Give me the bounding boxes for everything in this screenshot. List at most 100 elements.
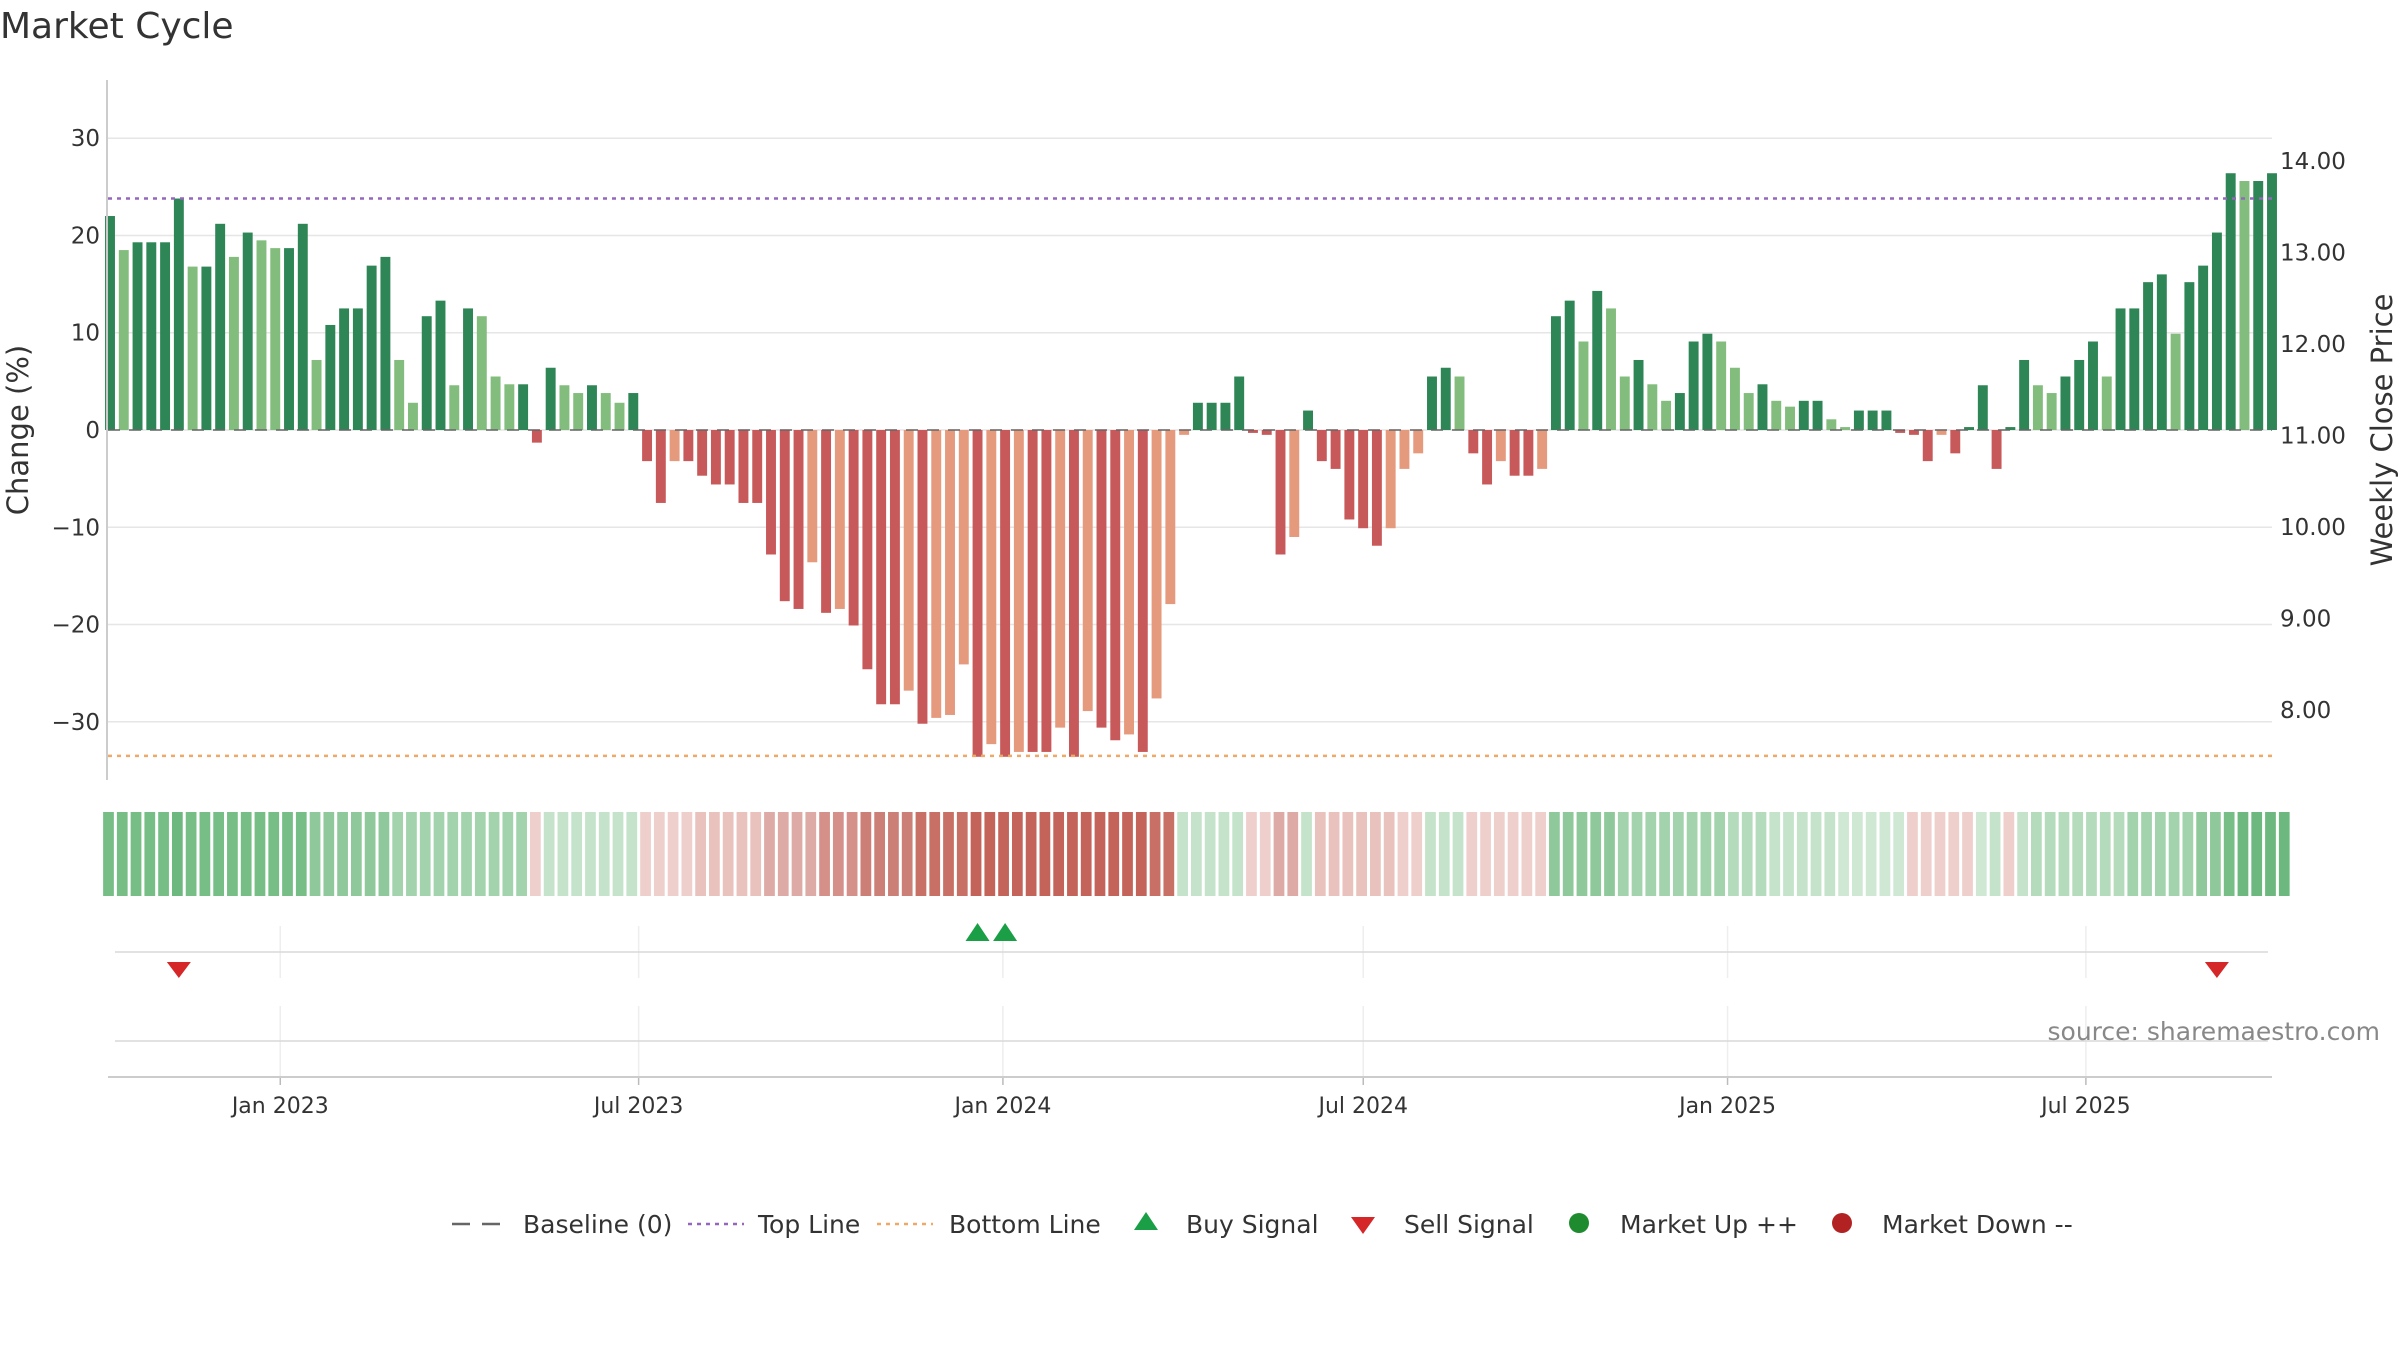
bar	[1358, 430, 1369, 529]
bar	[1289, 430, 1300, 537]
strip-cell	[1576, 812, 1588, 896]
strip-cell	[2017, 812, 2028, 896]
bar	[1716, 341, 1727, 430]
strip-cell	[2044, 812, 2056, 896]
bar	[1082, 430, 1093, 712]
strip-cell	[1493, 812, 1505, 896]
strip-cell	[970, 812, 982, 896]
strip-cell	[1287, 812, 1299, 896]
bar	[2129, 308, 2140, 430]
bar	[2253, 181, 2264, 430]
strip-cell	[1452, 812, 1464, 896]
bar	[352, 308, 363, 430]
y-tick-left: −20	[51, 613, 100, 639]
strip-cell	[2182, 812, 2194, 896]
strip-cell	[1810, 812, 1822, 896]
strip-cell	[474, 812, 486, 896]
bar	[1661, 400, 1672, 430]
strip-cell	[1907, 812, 1918, 896]
bar	[146, 242, 157, 430]
bar	[1068, 430, 1079, 757]
strip-cell	[350, 812, 362, 896]
bar	[1000, 430, 1011, 757]
legend-label: Bottom Line	[949, 1210, 1101, 1239]
strip-cell	[846, 812, 858, 896]
strip-cell	[171, 812, 183, 896]
bar	[931, 430, 942, 718]
y-tick-left: 10	[71, 321, 100, 347]
bar	[201, 266, 212, 430]
strip-cell	[1314, 812, 1326, 896]
bar	[1261, 430, 1272, 435]
strip-cell	[557, 812, 569, 896]
strip-cell	[1397, 812, 1409, 896]
bar	[339, 308, 350, 430]
strip-cell	[1824, 812, 1836, 896]
bar	[1578, 341, 1589, 430]
bar	[1840, 427, 1851, 430]
bar	[559, 385, 570, 430]
bar	[821, 430, 832, 613]
strip-cell	[1948, 812, 1960, 896]
bar	[1385, 430, 1396, 529]
strip-cell	[1080, 812, 1092, 896]
strip-cell	[199, 812, 211, 896]
bar	[1027, 430, 1038, 752]
bar	[683, 430, 694, 462]
strip-cell	[461, 812, 472, 896]
legend-swatch-sell	[1351, 1217, 1375, 1234]
strip-cell	[1135, 812, 1147, 896]
date-axis: Jan 2023 Jul 2023 Jan 2024 Jul 2024 Jan 2025…	[108, 1076, 2272, 1119]
strip-cell	[1466, 812, 1478, 896]
strip-cell	[268, 812, 280, 896]
legend-label: Top Line	[757, 1210, 860, 1239]
y-tick-right: 12.00	[2280, 332, 2346, 358]
strip-cell	[130, 812, 142, 896]
strip-cell	[1728, 812, 1739, 896]
bar	[1812, 400, 1823, 430]
strip-cell	[2210, 812, 2221, 896]
reference-lines	[108, 197, 2272, 758]
strip-cell	[254, 812, 266, 896]
date-tick-label: Jan 2024	[952, 1094, 1051, 1119]
bar	[738, 430, 749, 503]
strip-cell	[116, 812, 128, 896]
strip-cell	[750, 812, 762, 896]
bar	[2198, 265, 2209, 430]
bar	[1550, 316, 1561, 430]
bar	[1330, 430, 1341, 469]
strip-cell	[2058, 812, 2070, 896]
strip-cell	[1108, 812, 1120, 896]
strip-cell	[598, 812, 610, 896]
strip-cell	[2003, 812, 2015, 896]
signal-panel	[115, 923, 2268, 978]
strip-cell	[1163, 812, 1175, 896]
strip-cell	[1383, 812, 1395, 896]
bar	[1206, 402, 1217, 430]
y-tick-right: 11.00	[2280, 424, 2346, 450]
strip-cell	[819, 812, 830, 896]
bar	[1881, 410, 1892, 430]
buy-signal-marker	[965, 923, 990, 941]
bar	[1371, 430, 1382, 546]
bar	[1013, 430, 1024, 752]
bar	[380, 256, 391, 430]
strip-cell	[2127, 812, 2139, 896]
bar	[1248, 430, 1258, 433]
strip-cell	[777, 812, 789, 896]
strip-cell	[1149, 812, 1161, 896]
bar	[1413, 430, 1424, 454]
strip-cell	[543, 812, 555, 896]
strip-cell	[2278, 812, 2290, 896]
strip-cell	[240, 812, 252, 896]
bar	[284, 248, 294, 430]
bar	[545, 367, 556, 430]
strip-cell	[1218, 812, 1230, 896]
strip-cell	[1356, 812, 1367, 896]
strip-cell	[832, 812, 844, 896]
buy-signal-marker	[993, 923, 1018, 941]
strip-cell	[901, 812, 913, 896]
strip-cell	[1370, 812, 1381, 896]
bar	[187, 266, 198, 430]
axes: 30 20 10 0 −10 −20 −30 14.00 13.00 12.00 11.00 10.0…	[1, 80, 2399, 780]
